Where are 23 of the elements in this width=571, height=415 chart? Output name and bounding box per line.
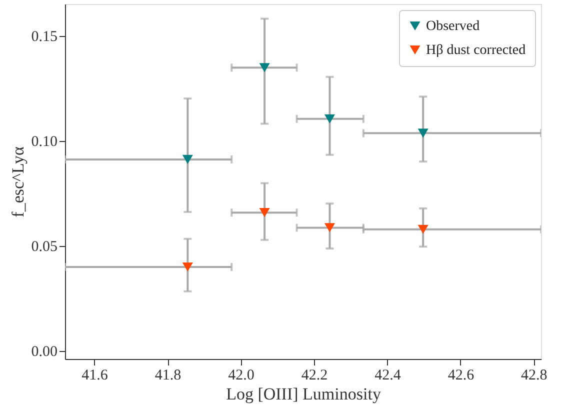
point [418, 224, 428, 234]
x-axis-title: Log [OIII] Luminosity [226, 384, 382, 404]
point [182, 262, 193, 272]
point [182, 154, 193, 164]
x-tick-label: 42.8 [521, 368, 548, 384]
point [259, 208, 270, 218]
y-tick-label: 0.15 [31, 29, 58, 46]
legend-label: Hβ dust corrected [426, 43, 526, 58]
x-tick-label: 41.6 [82, 368, 108, 384]
legend-label: Observed [426, 19, 480, 34]
y-tick-label: 0.05 [31, 239, 58, 256]
point [324, 223, 335, 232]
y-axis-title: f_esc^Lyα [8, 146, 28, 218]
x-tick-label: 42.6 [448, 368, 475, 384]
point [259, 63, 270, 72]
y-tick-label: 0.00 [31, 344, 58, 360]
y-tick-label: 0.10 [31, 134, 58, 150]
point [418, 128, 428, 138]
x-tick-label: 42.2 [301, 368, 328, 384]
x-tick-label: 41.8 [154, 368, 182, 384]
point [324, 114, 335, 124]
x-tick-label: 42.4 [374, 368, 402, 384]
x-tick-label: 42.0 [228, 368, 254, 384]
